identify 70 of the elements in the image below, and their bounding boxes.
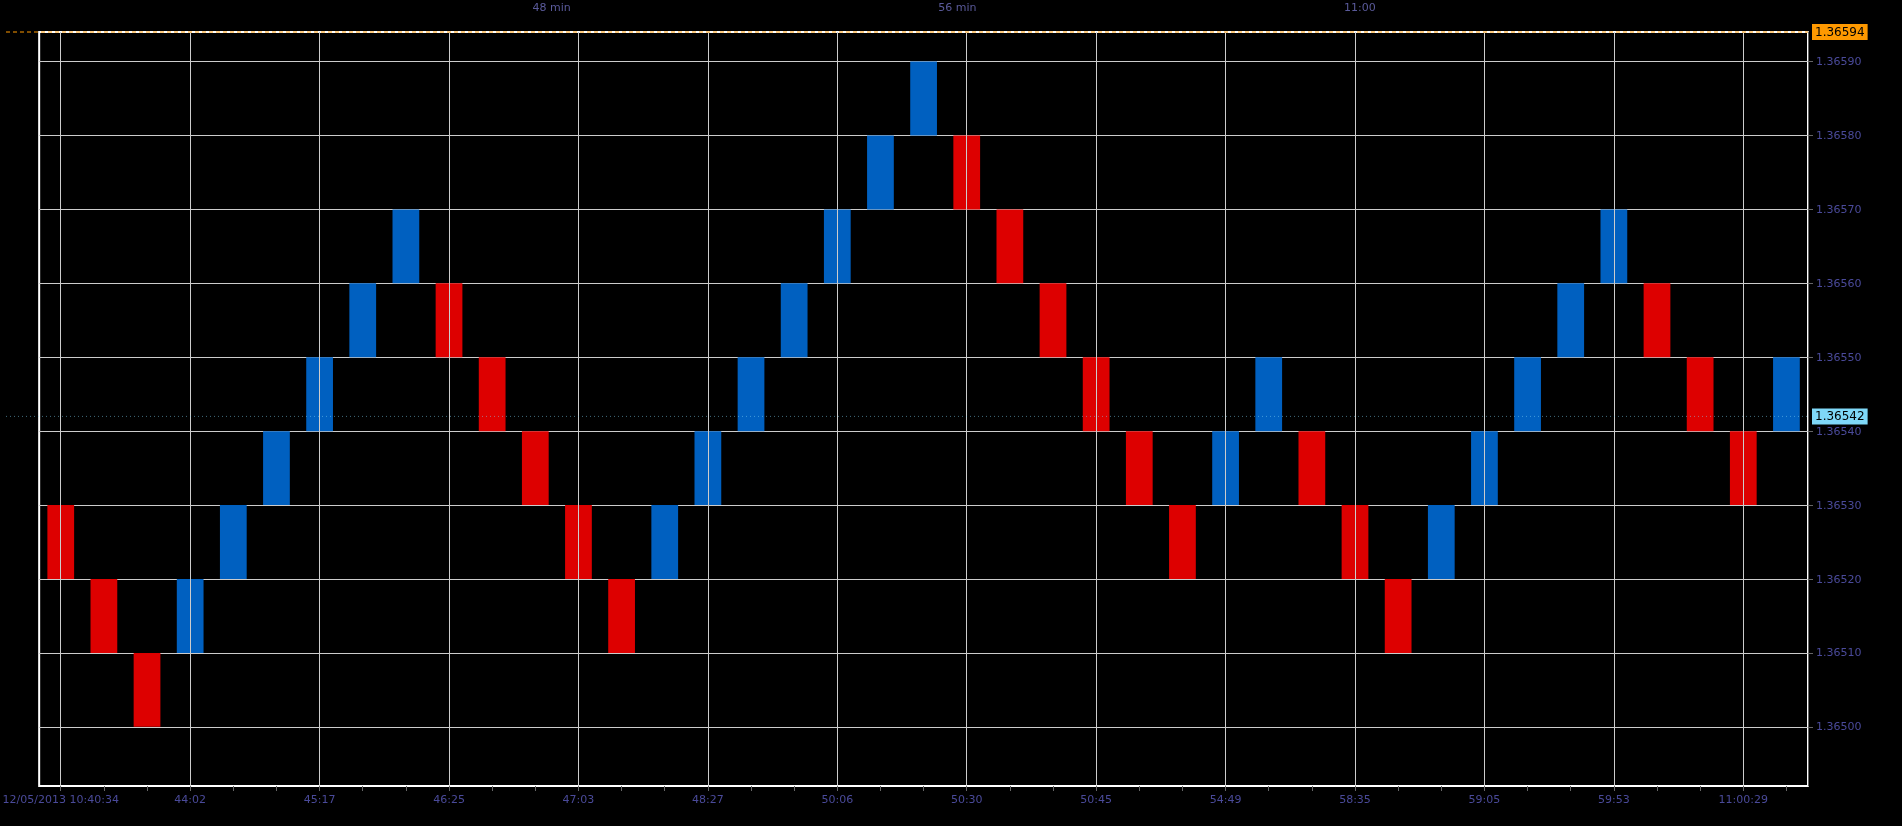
x-tick-label: 59:05 <box>1468 793 1501 806</box>
y-tick-label: 1.36570 <box>1816 202 1862 216</box>
bar <box>392 209 420 284</box>
y-tick-label: 1.36510 <box>1816 646 1862 660</box>
x-tick-label: 50:30 <box>950 793 983 806</box>
bar <box>1039 283 1067 358</box>
x-tick-label: 54:49 <box>1209 793 1242 806</box>
x-tick-label: 47:03 <box>562 793 595 806</box>
bar <box>478 357 506 432</box>
bar <box>608 579 635 653</box>
bar <box>1082 357 1110 432</box>
bar <box>435 283 463 358</box>
bar <box>219 505 247 580</box>
bar <box>1298 431 1326 506</box>
bar <box>996 209 1024 284</box>
x-tick-label: 50:45 <box>1080 793 1113 806</box>
bar <box>1125 431 1153 506</box>
x-tick-label: 59:53 <box>1598 793 1630 806</box>
ref-line-label: 1.36542 <box>1815 409 1865 424</box>
y-tick-label: 1.36520 <box>1816 572 1862 586</box>
bar <box>1686 357 1714 432</box>
bar <box>1773 357 1800 432</box>
bar <box>1212 431 1239 506</box>
x-tick-label: 50:06 <box>821 793 854 806</box>
y-tick-label: 1.36500 <box>1816 720 1862 734</box>
bar <box>521 431 549 506</box>
y-tick-label: 1.36590 <box>1816 55 1862 69</box>
bar <box>823 209 851 284</box>
text: 48 min <box>532 1 571 14</box>
bar <box>1557 283 1585 358</box>
bar <box>1729 431 1757 506</box>
bar <box>349 283 377 358</box>
y-tick-label: 1.36550 <box>1816 350 1862 364</box>
text: 56 min <box>938 1 977 14</box>
text: 11:00 <box>1344 1 1376 14</box>
bar <box>1384 579 1412 653</box>
x-tick-label: 46:25 <box>433 793 465 806</box>
x-tick-label: 44:02 <box>174 793 207 806</box>
bar <box>1341 505 1369 580</box>
bar <box>263 431 290 506</box>
ref-line-label: 1.36594 <box>1815 25 1865 39</box>
y-tick-label: 1.36560 <box>1816 276 1862 290</box>
bar <box>1514 357 1541 432</box>
bar <box>737 357 765 432</box>
bar <box>1600 209 1628 284</box>
y-tick-label: 1.36530 <box>1816 498 1862 512</box>
bar <box>1427 505 1455 580</box>
x-tick-label: 45:17 <box>303 793 336 806</box>
bar <box>565 505 592 580</box>
bar <box>651 505 679 580</box>
x-tick-label: 12/05/2013 10:40:34 <box>2 793 119 806</box>
bar <box>133 652 161 727</box>
bar <box>953 135 981 210</box>
x-tick-label: 58:35 <box>1339 793 1371 806</box>
bar <box>694 431 722 506</box>
bar <box>47 505 75 580</box>
bar <box>867 135 894 210</box>
bar <box>90 579 118 653</box>
x-tick-label: 48:27 <box>692 793 724 806</box>
bar <box>780 283 808 358</box>
bar <box>176 579 204 653</box>
bar <box>1169 505 1196 580</box>
bar <box>306 357 333 432</box>
bar <box>1643 283 1671 358</box>
bar <box>1255 357 1283 432</box>
bar <box>910 61 937 136</box>
y-tick-label: 1.36540 <box>1816 424 1862 438</box>
bar <box>1471 431 1498 506</box>
x-tick-label: 11:00:29 <box>1718 793 1768 806</box>
y-tick-label: 1.36580 <box>1816 128 1862 142</box>
